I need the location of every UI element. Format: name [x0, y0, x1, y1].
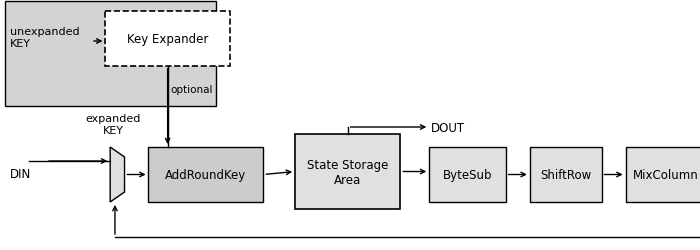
Text: unexpanded
KEY: unexpanded KEY — [10, 27, 79, 48]
Bar — [626, 148, 700, 202]
Text: ByteSub: ByteSub — [442, 168, 492, 181]
Bar — [429, 148, 506, 202]
Text: AddRoundKey: AddRoundKey — [165, 168, 246, 181]
Bar — [295, 134, 400, 209]
Text: optional: optional — [170, 85, 213, 94]
Text: ShiftRow: ShiftRow — [540, 168, 592, 181]
Text: MixColumn: MixColumn — [634, 168, 699, 181]
Bar — [530, 148, 601, 202]
Text: DOUT: DOUT — [431, 121, 466, 134]
Bar — [148, 148, 263, 202]
Polygon shape — [110, 148, 125, 202]
Text: Key Expander: Key Expander — [127, 33, 209, 46]
Bar — [5, 2, 216, 106]
Text: State Storage
Area: State Storage Area — [307, 158, 389, 186]
Text: DIN: DIN — [10, 168, 31, 181]
Bar — [106, 12, 230, 67]
Text: expanded
KEY: expanded KEY — [85, 114, 141, 135]
